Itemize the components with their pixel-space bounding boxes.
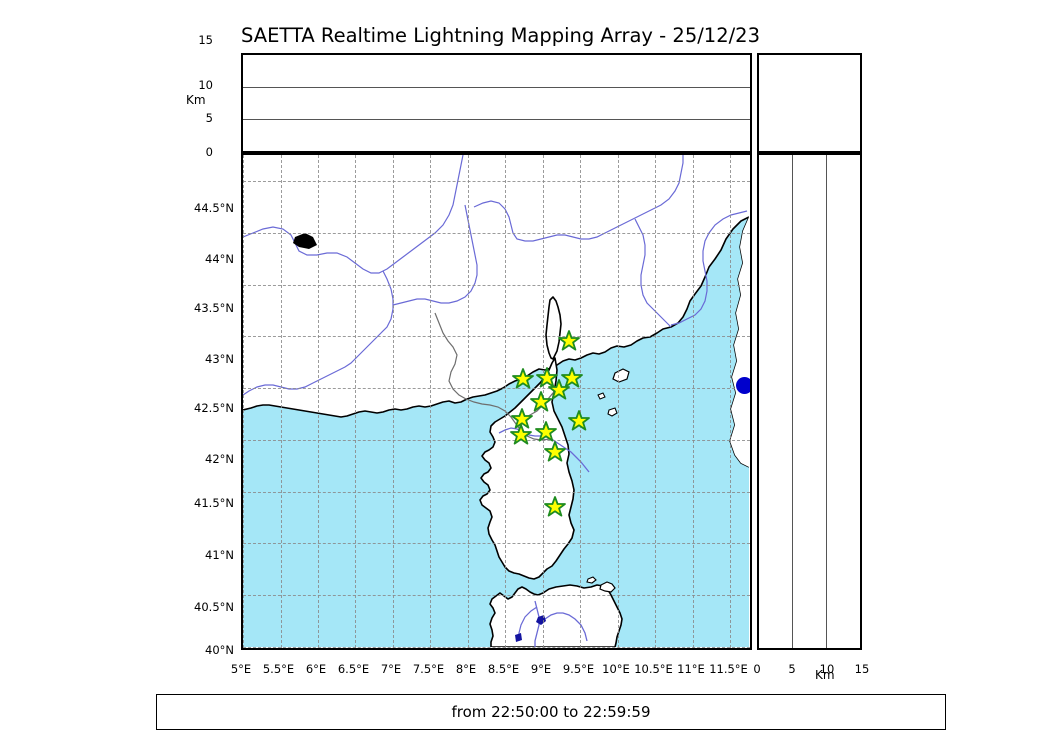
map-gridline-lon-11	[692, 155, 694, 648]
map-gridline-lon-5	[243, 155, 244, 648]
altitude-longitude-panel[interactable]	[241, 53, 752, 153]
map-xtick-5: 5°E	[230, 662, 252, 676]
map-gridline-lat-41.5	[243, 491, 750, 493]
map-xtick-8: 8°E	[455, 662, 477, 676]
map-xtick-6: 6°E	[305, 662, 327, 676]
right-panel-xtick-5: 5	[788, 662, 796, 676]
top-panel-ylabel: Km	[186, 93, 206, 107]
map-xtick-10: 10°E	[602, 662, 630, 676]
map-xtick-8.5: 8.5°E	[487, 662, 520, 676]
map-gridline-lat-44	[243, 232, 750, 234]
event-dot-marker[interactable]	[735, 376, 750, 394]
map-ytick-40: 40°N	[205, 643, 234, 657]
map-gridline-lat-41	[243, 543, 750, 545]
right-panel-xtick-0: 0	[753, 662, 761, 676]
map-gridline-lon-6	[318, 155, 319, 648]
map-gridline-lat-40.5	[243, 595, 750, 597]
map-ytick-44.5: 44.5°N	[194, 201, 234, 215]
map-ytick-44: 44°N	[205, 252, 234, 266]
map-xtick-9: 9°E	[530, 662, 552, 676]
map-xtick-7.5: 7.5°E	[412, 662, 445, 676]
right-panel-xlabel: Km	[815, 668, 835, 682]
map-panel[interactable]	[241, 153, 752, 650]
map-xtick-7: 7°E	[380, 662, 402, 676]
map-gridline-lon-7	[392, 155, 394, 648]
map-ytick-43.5: 43.5°N	[194, 301, 234, 315]
map-gridline-lat-42	[243, 439, 750, 441]
map-xtick-11.5: 11.5°E	[709, 662, 748, 676]
map-gridline-lat-42.5	[243, 388, 750, 390]
map-gridline-lon-8.5	[505, 155, 507, 648]
map-xtick-6.5: 6.5°E	[337, 662, 370, 676]
map-gridline-lon-7.5	[430, 155, 432, 648]
top-panel-ytick-5: 5	[205, 111, 213, 125]
map-ytick-40.5: 40.5°N	[194, 600, 234, 614]
corner-panel[interactable]	[757, 53, 862, 153]
map-gridline-lat-44.5	[243, 180, 750, 182]
map-gridline-lon-11.5	[730, 155, 732, 648]
map-geography	[243, 155, 749, 647]
status-text: from 22:50:00 to 22:59:59	[451, 703, 651, 721]
page-title: SAETTA Realtime Lightning Mapping Array …	[241, 24, 760, 47]
map-inner	[243, 155, 750, 648]
map-gridline-lon-10.5	[655, 155, 657, 648]
map-xtick-9.5: 9.5°E	[562, 662, 595, 676]
map-gridline-lon-5.5	[280, 155, 282, 648]
right-panel-xtick-15: 15	[854, 662, 870, 676]
map-gridline-lat-40	[243, 647, 750, 648]
top-panel-gridline-10	[243, 86, 750, 88]
map-gridline-lon-6.5	[355, 155, 357, 648]
altitude-latitude-panel[interactable]	[757, 153, 862, 650]
map-ytick-42.5: 42.5°N	[194, 401, 234, 415]
map-ytick-43: 43°N	[205, 352, 234, 366]
top-panel-gridline-5	[243, 119, 750, 121]
map-gridline-lat-43.5	[243, 284, 750, 286]
right-panel-gridline-5	[792, 155, 794, 648]
right-panel-xtick-10: 10	[819, 662, 835, 676]
map-ytick-41.5: 41.5°N	[194, 496, 234, 510]
map-ytick-41: 41°N	[205, 548, 234, 562]
top-panel-ytick-0: 0	[205, 145, 213, 159]
map-xtick-5.5: 5.5°E	[262, 662, 295, 676]
map-gridline-lon-9.5	[580, 155, 582, 648]
map-gridline-lat-43	[243, 336, 750, 338]
top-panel-ytick-15: 15	[198, 33, 213, 47]
map-gridline-lon-10	[617, 155, 619, 648]
map-gridline-lon-8	[467, 155, 469, 648]
map-xtick-10.5: 10.5°E	[634, 662, 673, 676]
status-bar[interactable]: from 22:50:00 to 22:59:59	[156, 694, 946, 730]
top-panel-ytick-10: 10	[198, 78, 213, 92]
map-xtick-11: 11°E	[677, 662, 705, 676]
map-ytick-42: 42°N	[205, 452, 234, 466]
right-panel-gridline-10	[825, 155, 827, 648]
